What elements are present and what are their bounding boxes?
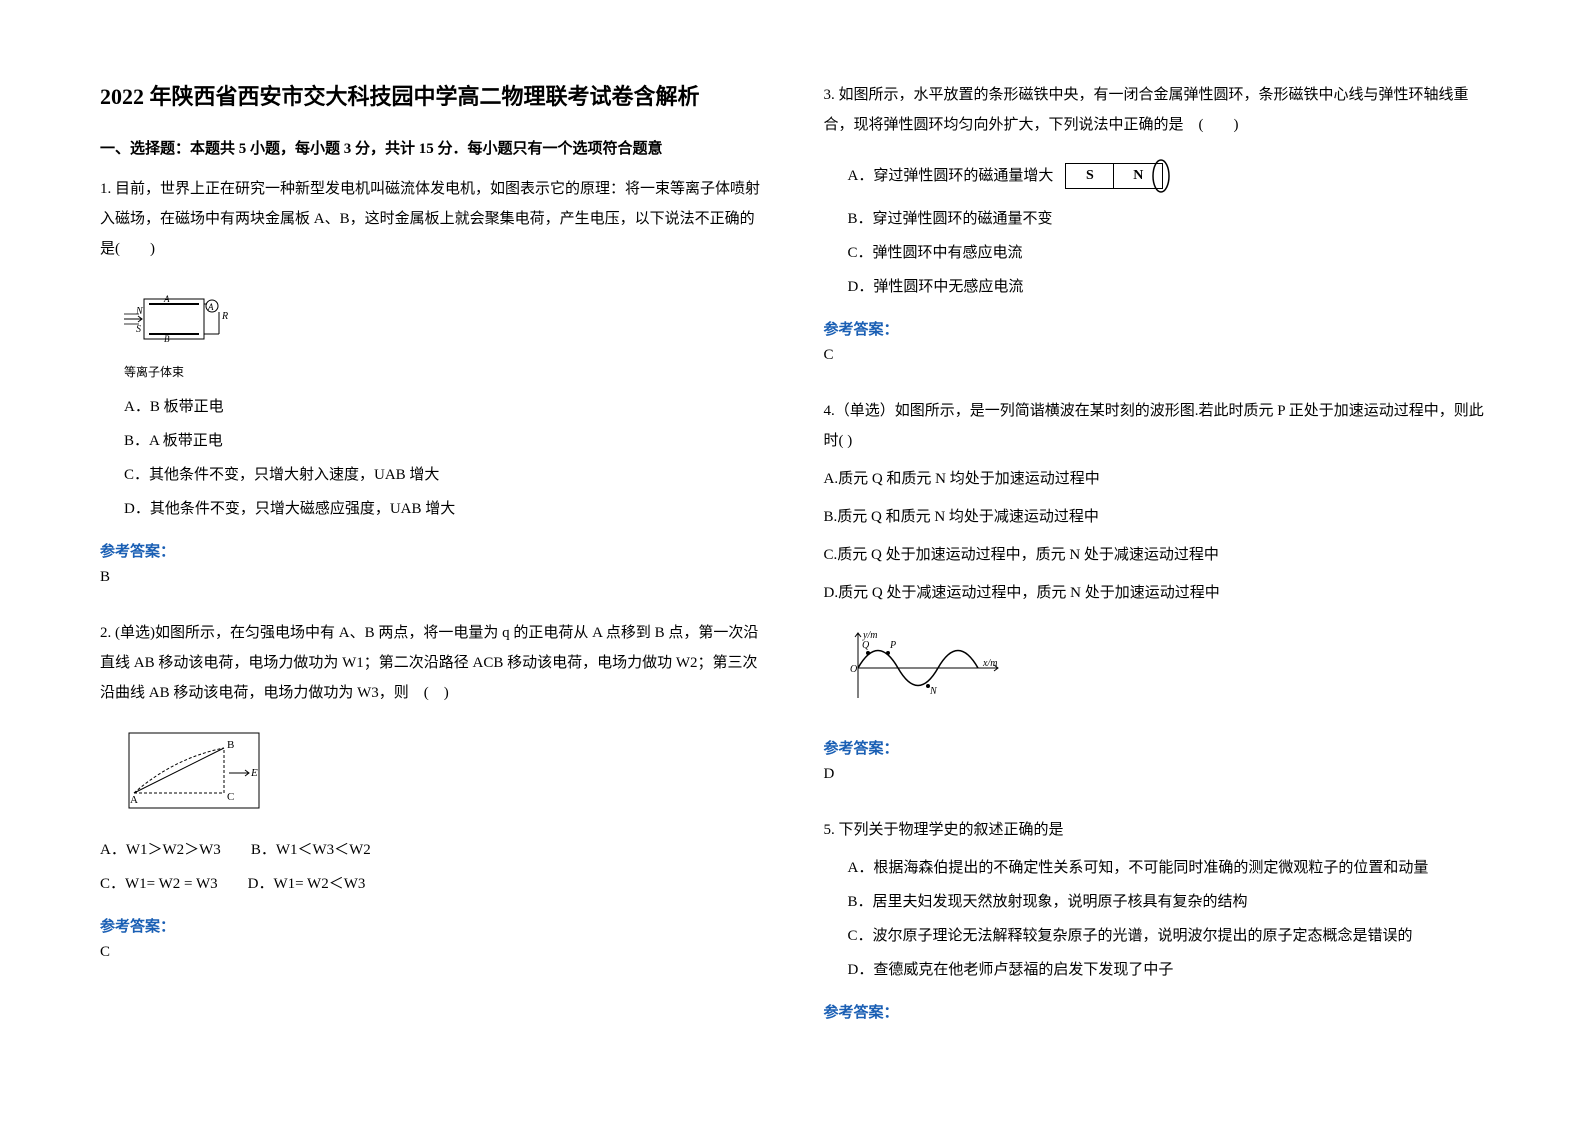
q2-answer: C bbox=[100, 944, 764, 961]
q4-option-d: D.质元 Q 处于减速运动过程中，质元 N 处于加速运动过程中 bbox=[824, 578, 1488, 608]
svg-text:A: A bbox=[207, 302, 214, 312]
svg-text:S: S bbox=[136, 324, 141, 335]
q3-text: 3. 如图所示，水平放置的条形磁铁中央，有一闭合金属弹性圆环，条形磁铁中心线与弹… bbox=[824, 80, 1488, 140]
q4-wave-figure: Q P N O y/m x/m bbox=[848, 628, 1488, 713]
wave-icon: Q P N O y/m x/m bbox=[848, 628, 1008, 708]
q5-text: 5. 下列关于物理学史的叙述正确的是 bbox=[824, 815, 1488, 845]
svg-text:N: N bbox=[929, 686, 938, 697]
q4-option-b: B.质元 Q 和质元 N 均处于减速运动过程中 bbox=[824, 502, 1488, 532]
svg-text:A: A bbox=[130, 794, 138, 806]
svg-text:N: N bbox=[135, 306, 144, 317]
x-axis-label: x/m bbox=[982, 658, 997, 669]
svg-text:E: E bbox=[250, 767, 258, 779]
q2-answer-label: 参考答案： bbox=[100, 915, 764, 936]
svg-text:B: B bbox=[164, 334, 170, 344]
svg-text:Q: Q bbox=[862, 640, 870, 651]
q4-text: 4.（单选）如图所示，是一列简谐横波在某时刻的波形图.若此时质元 P 正处于加速… bbox=[824, 396, 1488, 456]
q1-text: 1. 目前，世界上正在研究一种新型发电机叫磁流体发电机，如图表示它的原理：将一束… bbox=[100, 174, 764, 264]
q2-text: 2. (单选)如图所示，在匀强电场中有 A、B 两点，将一电量为 q 的正电荷从… bbox=[100, 618, 764, 708]
q3-figure-row: A．穿过弹性圆环的磁通量增大 S N bbox=[848, 156, 1488, 196]
q1-option-c: C．其他条件不变，只增大射入速度，UAB 增大 bbox=[124, 460, 764, 490]
q3-option-c: C．弹性圆环中有感应电流 bbox=[848, 238, 1488, 268]
right-column: 3. 如图所示，水平放置的条形磁铁中央，有一闭合金属弹性圆环，条形磁铁中心线与弹… bbox=[824, 80, 1488, 1042]
q2-figure: A B C E bbox=[124, 728, 764, 823]
q2-option-b: B．W1＜W3＜W2 bbox=[251, 842, 371, 858]
q2-option-c: C．W1= W2 = W3 bbox=[100, 876, 218, 892]
svg-text:O: O bbox=[850, 664, 857, 675]
q3-answer: C bbox=[824, 347, 1488, 364]
q2-options-row2: C．W1= W2 = W3 D．W1= W2＜W3 bbox=[100, 869, 764, 899]
document-title: 2022 年陕西省西安市交大科技园中学高二物理联考试卷含解析 bbox=[100, 80, 764, 113]
q5-option-b: B．居里夫妇发现天然放射现象，说明原子核具有复杂的结构 bbox=[848, 887, 1488, 917]
plasma-generator-icon: N S A B A R bbox=[124, 284, 234, 354]
q3-answer-label: 参考答案： bbox=[824, 318, 1488, 339]
svg-text:A: A bbox=[163, 294, 170, 304]
q1-figure: N S A B A R 等离子体束 bbox=[124, 284, 764, 380]
q2-option-a: A．W1＞W2＞W3 bbox=[100, 842, 221, 858]
svg-text:C: C bbox=[227, 791, 234, 803]
q2-options-row1: A．W1＞W2＞W3 B．W1＜W3＜W2 bbox=[100, 835, 764, 865]
q4-option-a: A.质元 Q 和质元 N 均处于加速运动过程中 bbox=[824, 464, 1488, 494]
q1-figure-caption: 等离子体束 bbox=[124, 363, 764, 380]
section-header: 一、选择题：本题共 5 小题，每小题 3 分，共计 15 分．每小题只有一个选项… bbox=[100, 137, 764, 158]
q5-answer-label: 参考答案： bbox=[824, 1001, 1488, 1022]
svg-text:B: B bbox=[227, 739, 234, 751]
q1-answer: B bbox=[100, 569, 764, 586]
q1-answer-label: 参考答案： bbox=[100, 540, 764, 561]
q3-option-d: D．弹性圆环中无感应电流 bbox=[848, 272, 1488, 302]
q5-option-c: C．波尔原子理论无法解释较复杂原子的光谱，说明波尔提出的原子定态概念是错误的 bbox=[848, 921, 1488, 951]
q5-option-a: A．根据海森伯提出的不确定性关系可知，不可能同时准确的测定微观粒子的位置和动量 bbox=[848, 853, 1488, 883]
q1-option-b: B．A 板带正电 bbox=[124, 426, 764, 456]
q1-option-d: D．其他条件不变，只增大磁感应强度，UAB 增大 bbox=[124, 494, 764, 524]
left-column: 2022 年陕西省西安市交大科技园中学高二物理联考试卷含解析 一、选择题：本题共… bbox=[100, 80, 764, 1042]
y-axis-label: y/m bbox=[862, 630, 877, 641]
q3-option-b: B．穿过弹性圆环的磁通量不变 bbox=[848, 204, 1488, 234]
q2-option-d: D．W1= W2＜W3 bbox=[248, 876, 366, 892]
svg-text:R: R bbox=[221, 311, 228, 322]
q4-option-c: C.质元 Q 处于加速运动过程中，质元 N 处于减速运动过程中 bbox=[824, 540, 1488, 570]
magnet-s-pole: S bbox=[1066, 164, 1114, 188]
q1-option-a: A．B 板带正电 bbox=[124, 392, 764, 422]
q3-option-a: A．穿过弹性圆环的磁通量增大 bbox=[848, 168, 1054, 184]
q5-option-d: D．查德威克在他老师卢瑟福的启发下发现了中子 bbox=[848, 955, 1488, 985]
ring-icon bbox=[1149, 156, 1179, 196]
q4-answer: D bbox=[824, 766, 1488, 783]
svg-text:P: P bbox=[889, 640, 896, 651]
field-path-icon: A B C E bbox=[124, 728, 274, 818]
q4-answer-label: 参考答案： bbox=[824, 737, 1488, 758]
